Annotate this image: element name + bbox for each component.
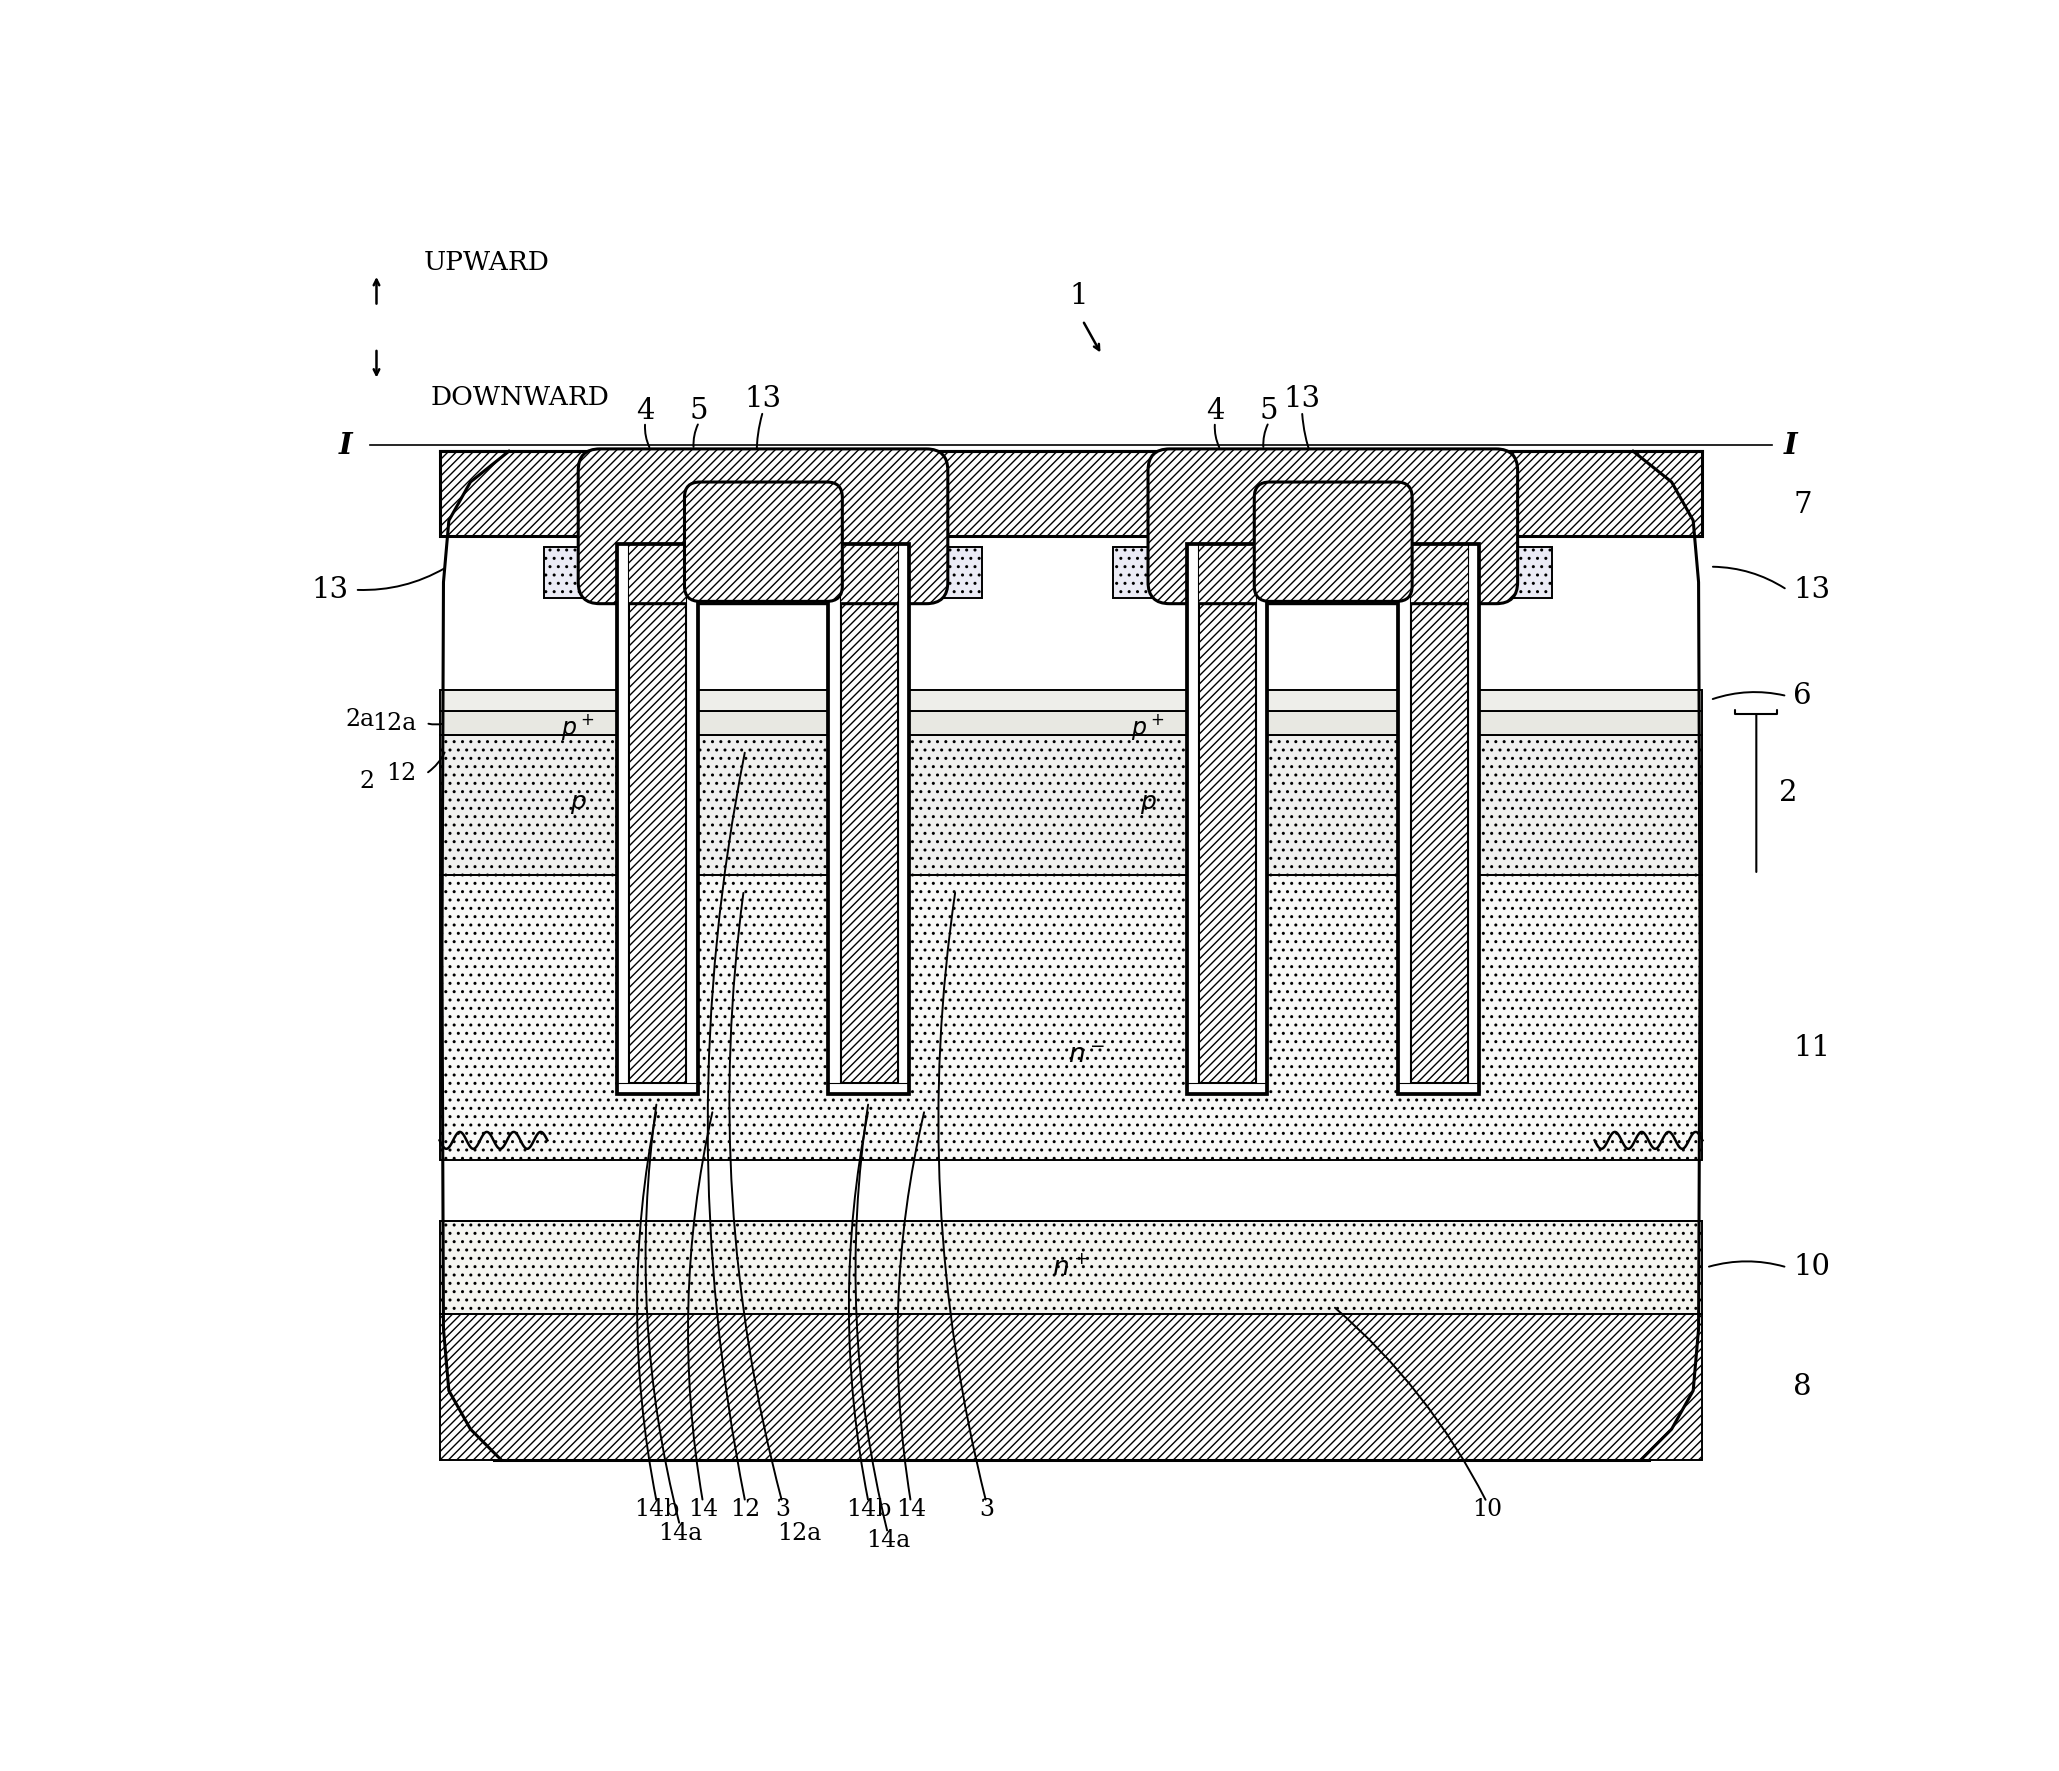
Text: 2: 2: [1779, 779, 1798, 808]
Bar: [441, 712, 1703, 735]
Bar: [1198, 544, 1256, 1082]
Text: 14: 14: [896, 1498, 927, 1521]
Bar: [828, 544, 910, 1094]
Bar: [1186, 1082, 1268, 1094]
Bar: [441, 452, 1703, 537]
Text: 2: 2: [358, 770, 375, 793]
Text: 12a: 12a: [776, 1521, 822, 1544]
Bar: [828, 1082, 910, 1094]
Bar: [544, 547, 618, 597]
Bar: [1186, 544, 1268, 1094]
Text: 14b: 14b: [634, 1498, 679, 1521]
Text: 11: 11: [1793, 1034, 1830, 1063]
Text: I: I: [340, 430, 352, 459]
Text: DOWNWARD: DOWNWARD: [430, 384, 609, 409]
Text: 10: 10: [1472, 1498, 1501, 1521]
Text: 6: 6: [1793, 682, 1812, 710]
Bar: [686, 544, 698, 1094]
Text: 13: 13: [1283, 384, 1320, 413]
Bar: [618, 544, 628, 1094]
Text: 13: 13: [311, 576, 348, 604]
Bar: [1256, 544, 1268, 1094]
Text: $n^+$: $n^+$: [564, 560, 595, 584]
Bar: [618, 1082, 698, 1094]
Text: $p^+$: $p^+$: [562, 712, 595, 742]
Text: I: I: [1785, 430, 1798, 459]
Text: 14a: 14a: [657, 1521, 702, 1544]
FancyBboxPatch shape: [1254, 482, 1412, 602]
Bar: [1186, 544, 1198, 1094]
Bar: [698, 547, 828, 597]
Bar: [1468, 544, 1478, 1094]
FancyBboxPatch shape: [579, 448, 947, 604]
Bar: [1410, 544, 1468, 1082]
Bar: [441, 1314, 1703, 1459]
Text: 12a: 12a: [373, 712, 416, 735]
Text: 1: 1: [1069, 282, 1087, 310]
Text: 2a: 2a: [346, 708, 375, 731]
Text: UPWARD: UPWARD: [424, 250, 550, 275]
Text: 14b: 14b: [846, 1498, 892, 1521]
Bar: [441, 1222, 1703, 1314]
Text: 13: 13: [1793, 576, 1830, 604]
Bar: [1268, 547, 1398, 597]
Text: $n^-$: $n^-$: [1069, 1043, 1106, 1068]
Bar: [1398, 544, 1478, 1094]
Text: $n^+$: $n^+$: [1135, 560, 1165, 584]
Bar: [840, 544, 898, 1082]
Text: $p$: $p$: [570, 793, 587, 816]
Text: 5: 5: [1260, 397, 1279, 425]
Bar: [1478, 547, 1552, 597]
Text: 14a: 14a: [865, 1530, 910, 1551]
Text: 4: 4: [1207, 397, 1225, 425]
Text: $n^+$: $n^+$: [1499, 560, 1532, 584]
Text: 13: 13: [745, 384, 782, 413]
Bar: [828, 544, 840, 1094]
Bar: [618, 544, 698, 1094]
Text: 14: 14: [688, 1498, 719, 1521]
FancyBboxPatch shape: [684, 482, 842, 602]
Bar: [1398, 544, 1410, 1094]
Text: $p^+$: $p^+$: [1130, 712, 1165, 742]
Text: $n^+$: $n^+$: [931, 560, 962, 584]
Text: $n^+$: $n^+$: [747, 560, 778, 584]
Text: $n^+$: $n^+$: [1052, 1254, 1089, 1280]
Text: 8: 8: [1793, 1373, 1812, 1401]
Text: $n^+$: $n^+$: [1318, 560, 1349, 584]
Text: 3: 3: [978, 1498, 994, 1521]
Text: 3: 3: [774, 1498, 791, 1521]
Bar: [1114, 547, 1186, 597]
Text: 7: 7: [1793, 491, 1812, 519]
Bar: [910, 547, 982, 597]
Bar: [441, 691, 1703, 712]
Text: 12: 12: [387, 762, 416, 785]
Text: 5: 5: [690, 397, 708, 425]
Text: 10: 10: [1793, 1254, 1830, 1282]
Text: 12: 12: [731, 1498, 760, 1521]
Bar: [441, 875, 1703, 1160]
Text: 4: 4: [636, 397, 655, 425]
Bar: [441, 735, 1703, 875]
FancyBboxPatch shape: [1149, 448, 1517, 604]
Bar: [898, 544, 910, 1094]
Bar: [628, 544, 686, 1082]
Bar: [1398, 1082, 1478, 1094]
Text: $p$: $p$: [1139, 793, 1157, 816]
